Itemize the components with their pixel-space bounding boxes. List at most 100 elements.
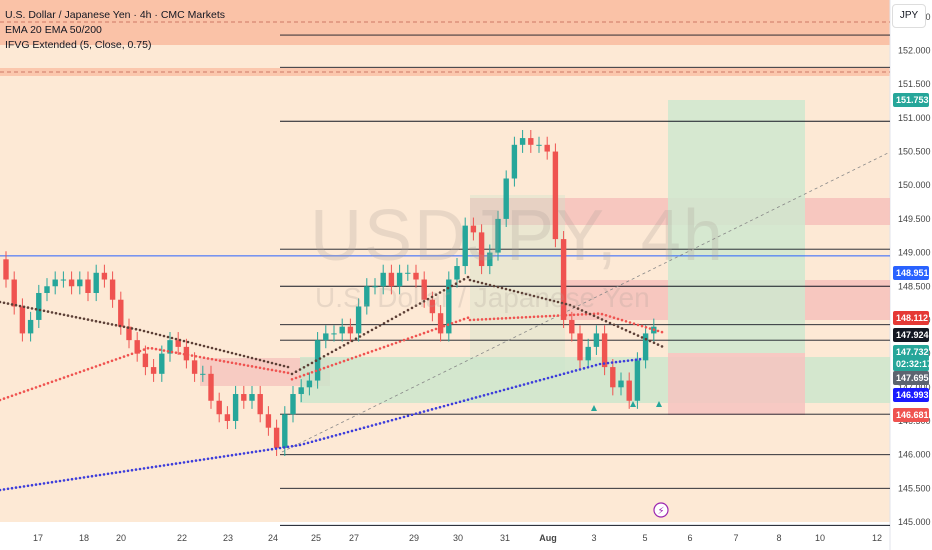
ema200-dot — [334, 433, 338, 437]
ema200-dot — [426, 409, 430, 412]
candle — [282, 414, 288, 448]
stop-zone — [668, 353, 805, 415]
ema50-dot — [620, 318, 624, 322]
ema50-dot — [358, 354, 362, 357]
ema50-dot — [628, 321, 632, 324]
ema20-dot — [170, 336, 174, 340]
ema20-dot — [74, 315, 78, 319]
ema200-dot — [310, 440, 314, 444]
ema50-dot — [560, 314, 564, 317]
ema200-dot — [566, 371, 570, 374]
ema50-dot — [74, 372, 78, 375]
ema50-dot — [226, 360, 230, 364]
candle — [339, 326, 345, 334]
price-tag-label: 148.951 — [896, 268, 929, 278]
ema50-dot — [446, 323, 450, 327]
candle — [478, 232, 485, 267]
candle — [249, 394, 255, 401]
price-tick-label: 147.000 — [898, 382, 931, 392]
ema20-dot — [576, 307, 580, 310]
candle — [200, 373, 206, 375]
candle — [134, 340, 140, 354]
symbol-title[interactable]: U.S. Dollar / Japanese Yen · 4h · CMC Ma… — [5, 9, 226, 21]
ema20-dot — [620, 327, 624, 330]
price-tag-label: 146.681 — [896, 410, 929, 420]
price-tag — [893, 266, 929, 280]
candle — [85, 279, 91, 293]
ema20-dot — [398, 313, 402, 316]
ema50-dot — [552, 314, 556, 318]
candle — [634, 360, 641, 401]
candle — [150, 367, 157, 374]
ema20-dot — [34, 307, 38, 311]
ema200-dot — [410, 413, 414, 417]
currency-button[interactable]: JPY — [892, 4, 926, 28]
candle — [347, 326, 354, 334]
ema20-dot — [130, 327, 134, 330]
ema20-dot — [572, 305, 576, 309]
ema200-dot — [142, 467, 146, 470]
time-tick-label: Aug — [539, 533, 557, 543]
ema50-dot — [462, 317, 466, 321]
ema200-dot — [394, 417, 398, 421]
ema200-dot — [458, 400, 462, 404]
ema50-dot — [528, 315, 532, 319]
trend-line — [281, 151, 891, 453]
ema50-dot — [130, 352, 134, 356]
ema50-dot — [564, 313, 568, 317]
candle — [265, 414, 272, 428]
ema200-dot — [242, 452, 246, 455]
ema50-dot — [106, 360, 110, 364]
ema200-dot — [626, 359, 630, 362]
ifvg-indicator-label[interactable]: IFVG Extended (5, Close, 0.75) — [5, 39, 152, 51]
time-tick-label: 25 — [311, 533, 321, 543]
ema50-dot — [656, 329, 660, 333]
price-tag-label: 146.993 — [896, 390, 929, 400]
candle — [528, 138, 534, 145]
ema200-dot — [146, 466, 150, 470]
ema20-dot — [218, 348, 222, 352]
ema50-dot — [54, 379, 58, 382]
ema50-dot — [442, 324, 446, 328]
ema50-dot — [410, 336, 414, 339]
ema20-dot — [520, 291, 524, 295]
ema20-dot — [322, 355, 326, 358]
ema50-dot — [624, 320, 628, 323]
ema200-dot — [378, 422, 382, 425]
price-tag-label: 02:32:17 — [896, 359, 932, 369]
ema200-dot — [290, 444, 294, 448]
ema200-dot — [594, 363, 598, 367]
ema20-dot — [0, 300, 2, 304]
ema50-dot — [500, 317, 504, 320]
ema20-dot — [294, 370, 298, 374]
candle — [191, 360, 198, 374]
event-marker — [653, 502, 669, 518]
price-tag-label: 151.753 — [896, 95, 929, 105]
ema20-dot — [492, 284, 496, 288]
price-tag — [893, 371, 929, 385]
ema50-dot — [182, 352, 186, 356]
ema50-dot — [632, 322, 636, 326]
candle — [323, 333, 329, 341]
ema200-dot — [438, 405, 442, 409]
ema50-dot — [118, 356, 122, 360]
ema50-dot — [2, 397, 6, 400]
ema20-dot — [346, 341, 350, 345]
ema50-dot — [222, 360, 226, 363]
ema50-dot — [394, 341, 398, 345]
candle — [503, 178, 509, 219]
ema20-dot — [552, 299, 556, 303]
ema50-dot — [398, 340, 402, 343]
ema200-dot — [26, 484, 30, 488]
ema20-dot — [532, 294, 536, 298]
candle — [618, 380, 624, 388]
ema-indicator-label[interactable]: EMA 20 EMA 50/200 — [5, 24, 102, 36]
ema20-dot — [342, 344, 346, 347]
ema20-dot — [290, 372, 294, 376]
ema50-dot — [422, 331, 426, 335]
ema50-dot — [596, 312, 600, 315]
ema50-dot — [418, 333, 422, 336]
candle — [396, 272, 403, 287]
